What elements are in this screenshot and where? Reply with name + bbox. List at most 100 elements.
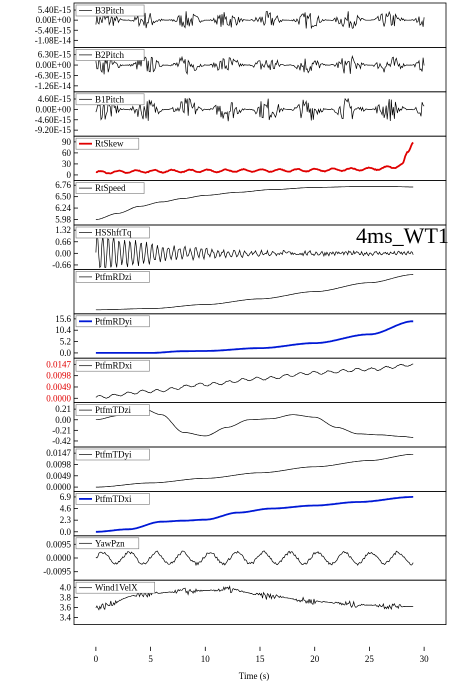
legend-label: B3Pitch: [95, 6, 125, 16]
legend-label: HSShftTq: [95, 228, 132, 238]
y-tick-label: 0.00: [55, 248, 71, 258]
y-tick-label: 0.00E+00: [36, 104, 72, 114]
series-line-b1pitch: [95, 97, 425, 122]
y-tick-label: -0.0095: [43, 567, 71, 577]
series-line-b3pitch: [95, 10, 425, 30]
y-tick-label: 0.66: [55, 237, 71, 247]
legend-label: B2Pitch: [95, 50, 125, 60]
y-tick-label: -0.66: [52, 260, 71, 270]
legend-box: [75, 493, 150, 505]
x-tick-label: 5: [148, 654, 153, 664]
y-tick-label: 5.40E-15: [38, 5, 72, 15]
panel-b1pitch: 4.60E-150.00E+00-4.60E-15-9.20E-15 B1Pitc…: [35, 91, 447, 137]
legend-rtskew: RtSkew: [75, 137, 140, 150]
panel-frame: [73, 579, 447, 626]
y-tick-label: 1.32: [55, 225, 71, 235]
legend-ptfmtdzi: PtfmTDzi: [75, 404, 150, 416]
figure-annotation: 4ms_WT1: [356, 223, 449, 248]
series-line-ptfmrdyi: [95, 320, 414, 354]
y-tick-label: 5.2: [60, 337, 71, 347]
legend-wind1velx: Wind1VelX: [75, 581, 155, 594]
y-tick-label: 3.4: [60, 613, 72, 623]
y-tick-label: 15.6: [55, 314, 71, 324]
y-tick-label: 90: [62, 137, 72, 147]
x-tick-label: 0: [94, 654, 99, 664]
panel-ptfmtdzi: 0.210.00-0.21-0.42 PtfmTDzi: [52, 402, 447, 448]
panel-ptfmrdzi: PtfmRDzi: [73, 268, 447, 315]
legend-label: YawPzn: [95, 538, 125, 548]
y-tick-label: 0.0095: [46, 539, 71, 549]
y-tick-label: 0.0: [60, 527, 72, 537]
legend-ptfmrdxi: PtfmRDxi: [75, 359, 150, 372]
y-tick-label: 6.76: [55, 180, 71, 190]
legend-box: [75, 359, 150, 372]
y-tick-label: 4.60E-15: [38, 94, 72, 104]
y-tick-label: 0.0147: [46, 448, 71, 458]
x-tick-label: 10: [201, 654, 211, 664]
legend-label: PtfmTDzi: [95, 405, 131, 415]
y-tick-label: -5.40E-15: [35, 25, 72, 35]
series-line-wind1velx: [95, 585, 414, 611]
legend-box: [75, 4, 145, 17]
panels-layer: 5.40E-150.00E+00-5.40E-15-1.08E-14B3Pitc…: [35, 2, 447, 626]
y-tick-label: -6.30E-15: [35, 70, 72, 80]
panel-wind1velx: 4.03.83.63.4 Wind1VelX: [60, 579, 447, 626]
y-tick-label: -4.60E-15: [35, 115, 72, 125]
panel-rtspeed: 6.76 6.506.245.98 RtSpeed: [55, 180, 447, 226]
panel-yawpzn: 0.0095 0.0000 -0.0095 YawPzn: [43, 535, 447, 581]
x-tick-label: 20: [310, 654, 320, 664]
y-tick-label: 0.0049: [46, 382, 71, 392]
y-tick-label: 0.21: [55, 404, 71, 414]
x-axis-label: Time (s): [239, 671, 269, 681]
y-tick-label: 6.9: [60, 492, 72, 502]
y-tick-label: 0.0147: [46, 359, 71, 369]
legend-box: [75, 182, 145, 194]
y-tick-label: 5.98: [55, 214, 71, 224]
legend-box: [75, 404, 150, 416]
legend-label: B1Pitch: [95, 94, 125, 104]
y-tick-label: 0.00: [55, 415, 71, 425]
legend-box: [75, 137, 140, 150]
legend-label: RtSpeed: [95, 183, 126, 193]
y-tick-label: 0.0000: [46, 482, 71, 492]
series-line-rtskew: [95, 141, 414, 175]
series-line-ptfmtdyi: [95, 453, 414, 488]
legend-box: [75, 448, 150, 461]
legend-box: [75, 49, 145, 61]
legend-box: [75, 93, 145, 106]
panel-b2pitch: 6.30E-150.00E+00-6.30E-15-1.26E-14 B2Pitc…: [35, 47, 447, 93]
y-tick-label: 0.0098: [46, 371, 71, 381]
y-tick-label: 0.0: [60, 348, 72, 358]
y-tick-label: 0.0098: [46, 459, 71, 469]
y-tick-label: 60: [62, 148, 72, 158]
legend-label: PtfmTDxi: [95, 494, 132, 504]
series-line-yawpzn: [95, 550, 414, 567]
y-tick-label: 0.00E+00: [36, 60, 72, 70]
y-tick-label: -1.26E-14: [35, 81, 72, 91]
legend-b3pitch: B3Pitch: [75, 4, 145, 17]
y-tick-label: 0: [67, 170, 72, 180]
y-tick-label: 0.0000: [46, 553, 71, 563]
legend-box: [75, 537, 140, 550]
legend-b1pitch: B1Pitch: [75, 93, 145, 106]
y-tick-label: 6.50: [55, 192, 71, 202]
legend-box: [75, 581, 155, 594]
y-tick-label: 6.24: [55, 203, 71, 213]
legend-label: PtfmRDxi: [95, 361, 133, 371]
legend-box: [75, 271, 150, 283]
legend-ptfmtdyi: PtfmTDyi: [75, 448, 150, 461]
y-tick-label: -0.21: [52, 425, 71, 435]
x-axis: 0 5 10 15 20 25 30: [94, 646, 429, 664]
legend-rtspeed: RtSpeed: [75, 182, 145, 194]
series-line-ptfmrdxi: [95, 363, 414, 399]
y-tick-label: 2.3: [60, 515, 72, 525]
y-tick-label: 4.6: [60, 504, 72, 514]
legend-box: [75, 226, 150, 239]
panel-b3pitch: 5.40E-150.00E+00-5.40E-15-1.08E-14 B3Pitc…: [35, 2, 447, 48]
y-tick-label: -9.20E-15: [35, 125, 72, 135]
legend-yawpzn: YawPzn: [75, 537, 140, 550]
legend-label: RtSkew: [95, 139, 124, 149]
